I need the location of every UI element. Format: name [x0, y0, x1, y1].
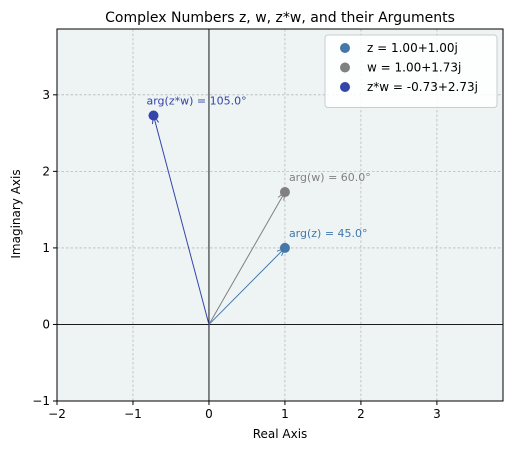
y-tick-label: 1: [42, 241, 50, 255]
argument-annotation: arg(z*w) = 105.0°: [146, 94, 246, 107]
x-tick-label: 2: [357, 407, 365, 421]
data-point: [279, 187, 290, 198]
legend: z = 1.00+1.00j w = 1.00+1.73j z*w = -0.73+…: [324, 34, 498, 108]
x-tick-label: 0: [205, 407, 213, 421]
legend-label: z = 1.00+1.00j: [367, 41, 458, 55]
legend-marker: [340, 82, 350, 92]
y-tick-label: 2: [42, 164, 50, 178]
legend-marker: [340, 43, 350, 53]
legend-label: w = 1.00+1.73j: [367, 61, 461, 75]
annotations: arg(z) = 45.0° arg(w) = 60.0° arg(z*w) = 1…: [146, 94, 370, 239]
vector-line: [208, 247, 286, 325]
x-tick-label: −2: [48, 407, 66, 421]
data-point: [148, 110, 159, 121]
x-tick-label: 1: [281, 407, 289, 421]
y-tick-label: 3: [42, 88, 50, 102]
legend-label: z*w = -0.73+2.73j: [367, 80, 478, 94]
argument-annotation: arg(z) = 45.0°: [289, 227, 368, 240]
data-point: [279, 242, 290, 253]
vector-line: [208, 191, 286, 325]
vectors: [151, 114, 286, 325]
plot-frame: [56, 28, 504, 402]
data-points: [148, 110, 290, 253]
origin-axes: [57, 29, 503, 401]
legend-box: [324, 34, 498, 108]
y-tick-label: −1: [32, 394, 50, 408]
x-axis-label: Real Axis: [253, 427, 308, 441]
y-tick-label: 0: [42, 317, 50, 331]
argument-annotation: arg(w) = 60.0°: [289, 171, 371, 184]
x-tick-label: 3: [433, 407, 441, 421]
chart-title: Complex Numbers z, w, z*w, and their Arg…: [105, 10, 455, 26]
x-tick-label: −1: [124, 407, 142, 421]
y-axis-label: Imaginary Axis: [9, 169, 23, 258]
legend-marker: [340, 62, 350, 73]
vector-line: [153, 115, 210, 325]
